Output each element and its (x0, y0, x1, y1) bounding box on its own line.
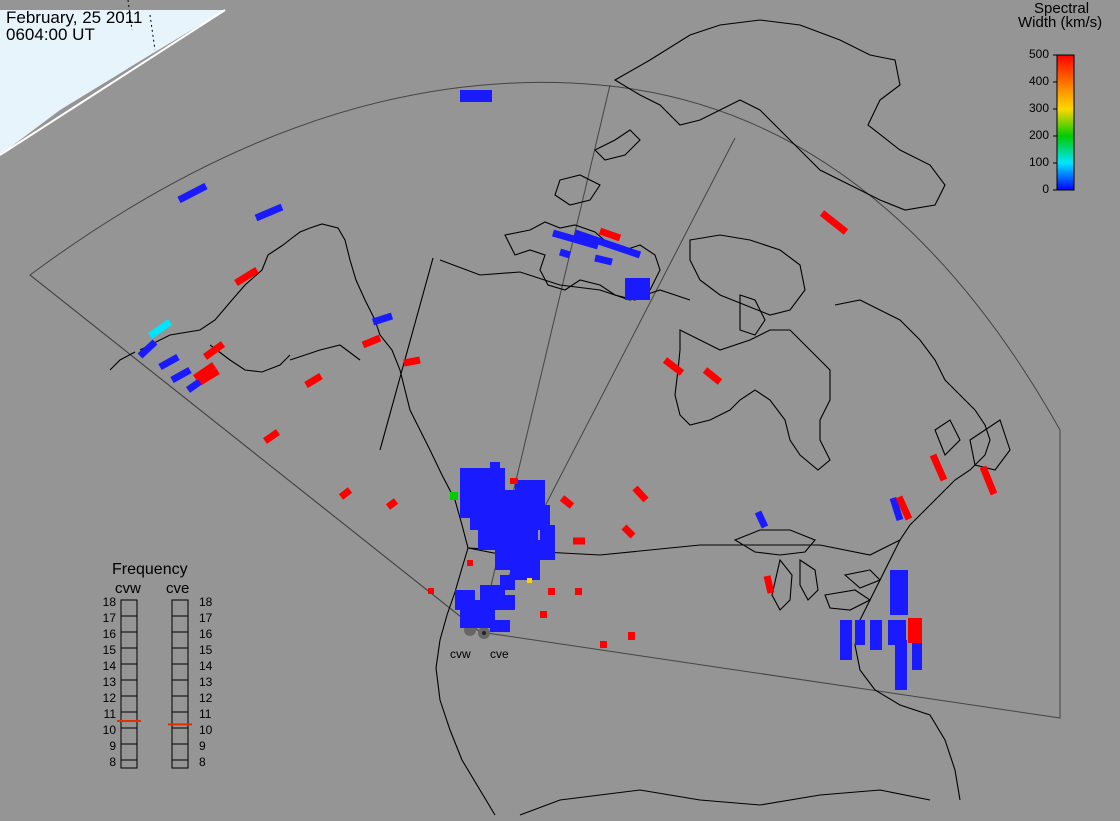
radar-label-cve: cve (490, 647, 509, 661)
time-label: 0604:00 UT (6, 25, 95, 44)
colorbar-title-2: Width (km/s) (1018, 14, 1103, 31)
colorbar-tick-200: 200 (1028, 128, 1049, 142)
colorbar-tick-500: 500 (1028, 47, 1049, 61)
colorbar-tick-400: 400 (1028, 74, 1049, 88)
coastlines (109, 19, 1011, 816)
colorbar-tick-0: 0 (1042, 182, 1049, 196)
terminator-dotted (127, 0, 156, 51)
scatter-blue-beams (137, 182, 904, 529)
radar-label-cvw: cvw (450, 647, 471, 661)
frequency-title: Frequency (112, 561, 188, 578)
colorbar-tick-300: 300 (1028, 101, 1049, 115)
colorbar-title-1: Spectral (1034, 0, 1090, 17)
frequency-cvw-label: cvw (115, 580, 141, 597)
date-label: February, 25 2011 (6, 8, 143, 27)
scatter-green (450, 492, 458, 500)
frequency-boxes (120, 599, 189, 769)
scatter-blue (455, 90, 922, 690)
daylight-region (0, 10, 225, 155)
scatter-red-beams (193, 210, 998, 594)
scatter-yellow (527, 578, 532, 583)
scatter-red (428, 478, 922, 648)
colorbar-tick-100: 100 (1028, 155, 1049, 169)
spectral-width-colorbar (1056, 54, 1075, 191)
terminator-line (0, 9, 226, 156)
frequency-cve-label: cve (166, 580, 190, 597)
scatter-cyan (147, 319, 173, 339)
